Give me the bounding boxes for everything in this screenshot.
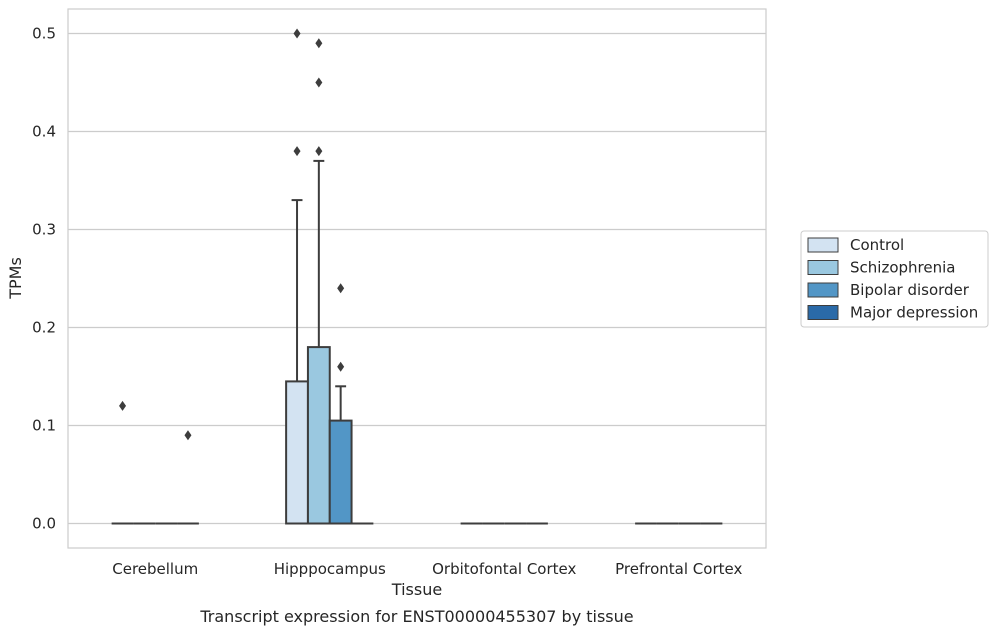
legend-entries: Control Schizophrenia Bipolar disorder Majo…	[807, 236, 978, 322]
legend-label: Major depression	[850, 304, 978, 322]
x-axis-title: Tissue	[391, 580, 442, 599]
legend-swatch	[807, 237, 839, 253]
outlier-point	[337, 283, 345, 294]
outlier-point	[184, 430, 192, 441]
box-schizophrenia	[306, 159, 331, 525]
y-tick-label: 0.3	[32, 221, 56, 239]
x-tick-labels: Cerebellum Hipppocampus Orbitofontal Corte…	[112, 560, 742, 578]
legend-label: Control	[850, 236, 904, 254]
outlier-points	[119, 28, 345, 441]
y-tick-label: 0.1	[32, 417, 56, 435]
x-tick-label: Prefrontal Cortex	[615, 560, 742, 578]
box-body	[328, 419, 353, 525]
box-body	[306, 346, 331, 525]
y-tick-label: 0.0	[32, 515, 56, 533]
box-body	[285, 380, 309, 525]
y-tick-label: 0.2	[32, 319, 56, 337]
outlier-point	[119, 400, 127, 411]
legend-swatch	[807, 282, 839, 298]
y-tick-label: 0.5	[32, 25, 56, 43]
legend-swatch	[807, 305, 839, 320]
outlier-point	[315, 146, 323, 157]
x-tick-label: Orbitofontal Cortex	[432, 560, 576, 578]
outlier-point	[293, 146, 301, 157]
plot-area-frame	[67, 8, 767, 549]
gridlines	[68, 32, 766, 525]
x-tick-label: Hipppocampus	[274, 560, 386, 578]
y-tick-label: 0.4	[32, 123, 56, 141]
outlier-point	[293, 28, 301, 39]
box-series	[111, 159, 723, 525]
legend: Control Schizophrenia Bipolar disorder Majo…	[800, 230, 989, 328]
legend-frame	[800, 230, 989, 328]
outlier-point	[337, 361, 345, 372]
legend-label: Schizophrenia	[850, 259, 955, 277]
box-control	[285, 199, 309, 525]
outlier-point	[315, 77, 323, 88]
chart-caption: Transcript expression for ENST0000045530…	[199, 607, 633, 626]
y-axis-title: TPMs	[6, 257, 25, 300]
box-bipolar-disorder	[328, 385, 353, 525]
x-tick-label: Cerebellum	[112, 560, 198, 578]
legend-swatch	[807, 260, 839, 275]
legend-label: Bipolar disorder	[850, 281, 970, 299]
y-tick-labels: 0.0 0.1 0.2 0.3 0.4 0.5	[32, 25, 56, 533]
outlier-point	[315, 38, 323, 49]
